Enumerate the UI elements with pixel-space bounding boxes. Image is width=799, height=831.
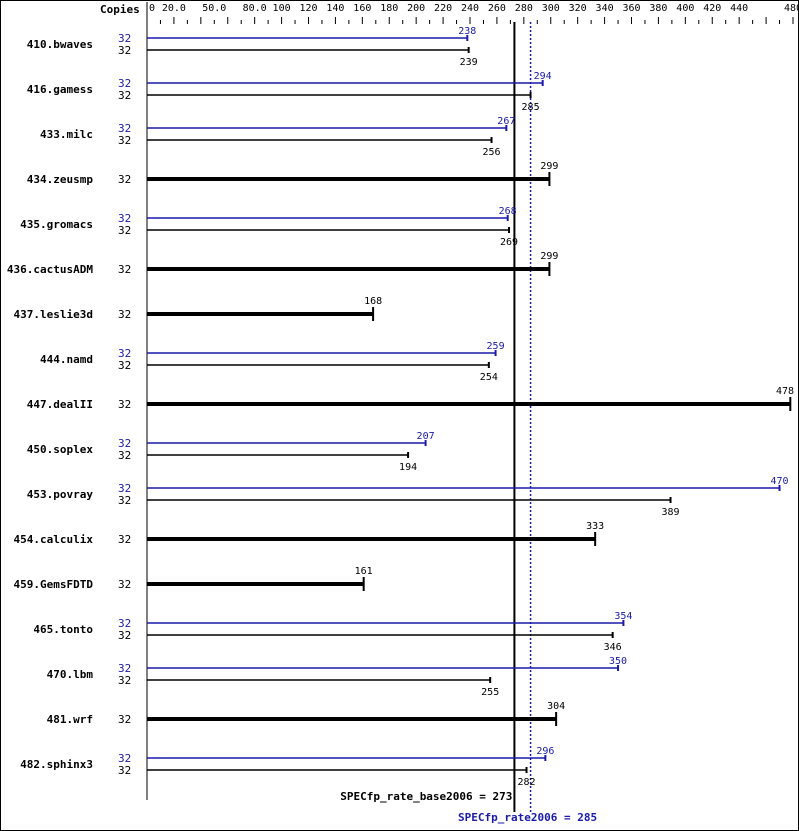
- base-copies: 32: [118, 359, 131, 372]
- base-metric-label: SPECfp_rate_base2006 = 273: [340, 790, 512, 803]
- tick-label: 480: [784, 3, 799, 14]
- benchmark-label: 435.gromacs: [20, 218, 93, 231]
- benchmark-label: 437.leslie3d: [14, 308, 93, 321]
- peak-value-label: 238: [458, 26, 476, 37]
- base-copies: 32: [118, 533, 131, 546]
- tick-label: 280: [515, 3, 533, 14]
- base-copies: 32: [118, 173, 131, 186]
- peak-value-label: 268: [499, 206, 517, 217]
- benchmark-label: 450.soplex: [27, 443, 94, 456]
- tick-label: 340: [596, 3, 614, 14]
- peak-copies: 32: [118, 77, 131, 90]
- base-copies: 32: [118, 629, 131, 642]
- tick-label: 200: [407, 3, 425, 14]
- peak-copies: 32: [118, 662, 131, 675]
- benchmark-label: 436.cactusADM: [7, 263, 93, 276]
- tick-label: 120: [299, 3, 317, 14]
- benchmark-label: 453.povray: [27, 488, 94, 501]
- tick-label: 80.0: [243, 3, 267, 14]
- tick-label: 300: [542, 3, 560, 14]
- tick-label: 420: [703, 3, 721, 14]
- peak-value-label: 294: [534, 71, 552, 82]
- tick-label: 260: [488, 3, 506, 14]
- peak-copies: 32: [118, 482, 131, 495]
- tick-label: 160: [353, 3, 371, 14]
- tick-label: 240: [461, 3, 479, 14]
- base-value-label: 168: [364, 296, 382, 307]
- benchmark-label: 410.bwaves: [27, 38, 93, 51]
- benchmark-label: 470.lbm: [47, 668, 94, 681]
- peak-copies: 32: [118, 347, 131, 360]
- tick-label: 320: [569, 3, 587, 14]
- base-value-label: 269: [500, 237, 518, 248]
- peak-value-label: 470: [771, 476, 789, 487]
- peak-value-label: 259: [487, 341, 505, 352]
- base-copies: 32: [118, 578, 131, 591]
- benchmark-label: 482.sphinx3: [20, 758, 93, 771]
- base-value-label: 161: [355, 566, 373, 577]
- benchmark-label: 444.namd: [40, 353, 93, 366]
- peak-metric-label: SPECfp_rate2006 = 285: [458, 811, 597, 824]
- base-value-label: 304: [547, 701, 565, 712]
- base-copies: 32: [118, 224, 131, 237]
- peak-copies: 32: [118, 212, 131, 225]
- base-copies: 32: [118, 263, 131, 276]
- base-copies: 32: [118, 713, 131, 726]
- base-value-label: 239: [460, 57, 478, 68]
- base-copies: 32: [118, 308, 131, 321]
- tick-label: 220: [434, 3, 452, 14]
- tick-label: 180: [380, 3, 398, 14]
- tick-label: 140: [326, 3, 344, 14]
- base-value-label: 478: [776, 386, 794, 397]
- base-copies: 32: [118, 764, 131, 777]
- peak-value-label: 350: [609, 656, 627, 667]
- benchmark-label: 416.gamess: [27, 83, 93, 96]
- base-copies: 32: [118, 398, 131, 411]
- tick-label: 0: [149, 3, 155, 14]
- benchmark-label: 459.GemsFDTD: [14, 578, 94, 591]
- copies-header: Copies: [100, 3, 140, 16]
- base-copies: 32: [118, 89, 131, 102]
- benchmark-label: 465.tonto: [33, 623, 93, 636]
- base-copies: 32: [118, 494, 131, 507]
- base-copies: 32: [118, 674, 131, 687]
- peak-copies: 32: [118, 122, 131, 135]
- base-copies: 32: [118, 134, 131, 147]
- base-value-label: 333: [586, 521, 604, 532]
- base-copies: 32: [118, 449, 131, 462]
- tick-label: 360: [622, 3, 640, 14]
- peak-copies: 32: [118, 437, 131, 450]
- peak-value-label: 354: [614, 611, 632, 622]
- base-value-label: 389: [661, 507, 679, 518]
- base-value-label: 282: [517, 777, 535, 788]
- tick-label: 440: [730, 3, 748, 14]
- peak-value-label: 296: [536, 746, 554, 757]
- benchmark-label: 433.milc: [40, 128, 93, 141]
- tick-label: 400: [676, 3, 694, 14]
- tick-label: 380: [649, 3, 667, 14]
- benchmark-label: 454.calculix: [14, 533, 94, 546]
- peak-value-label: 267: [497, 116, 515, 127]
- base-value-label: 346: [604, 642, 622, 653]
- peak-value-label: 207: [417, 431, 435, 442]
- benchmark-label: 447.dealII: [27, 398, 93, 411]
- peak-copies: 32: [118, 752, 131, 765]
- peak-copies: 32: [118, 32, 131, 45]
- base-copies: 32: [118, 44, 131, 57]
- base-value-label: 254: [480, 372, 498, 383]
- tick-label: 100: [273, 3, 291, 14]
- tick-label: 20.0: [162, 3, 186, 14]
- base-value-label: 256: [483, 147, 501, 158]
- base-value-label: 299: [540, 251, 558, 262]
- base-value-label: 299: [540, 161, 558, 172]
- tick-label: 50.0: [202, 3, 226, 14]
- benchmark-label: 481.wrf: [47, 713, 93, 726]
- peak-copies: 32: [118, 617, 131, 630]
- benchmark-label: 434.zeusmp: [27, 173, 94, 186]
- base-value-label: 194: [399, 462, 417, 473]
- base-value-label: 285: [522, 102, 540, 113]
- base-value-label: 255: [481, 687, 499, 698]
